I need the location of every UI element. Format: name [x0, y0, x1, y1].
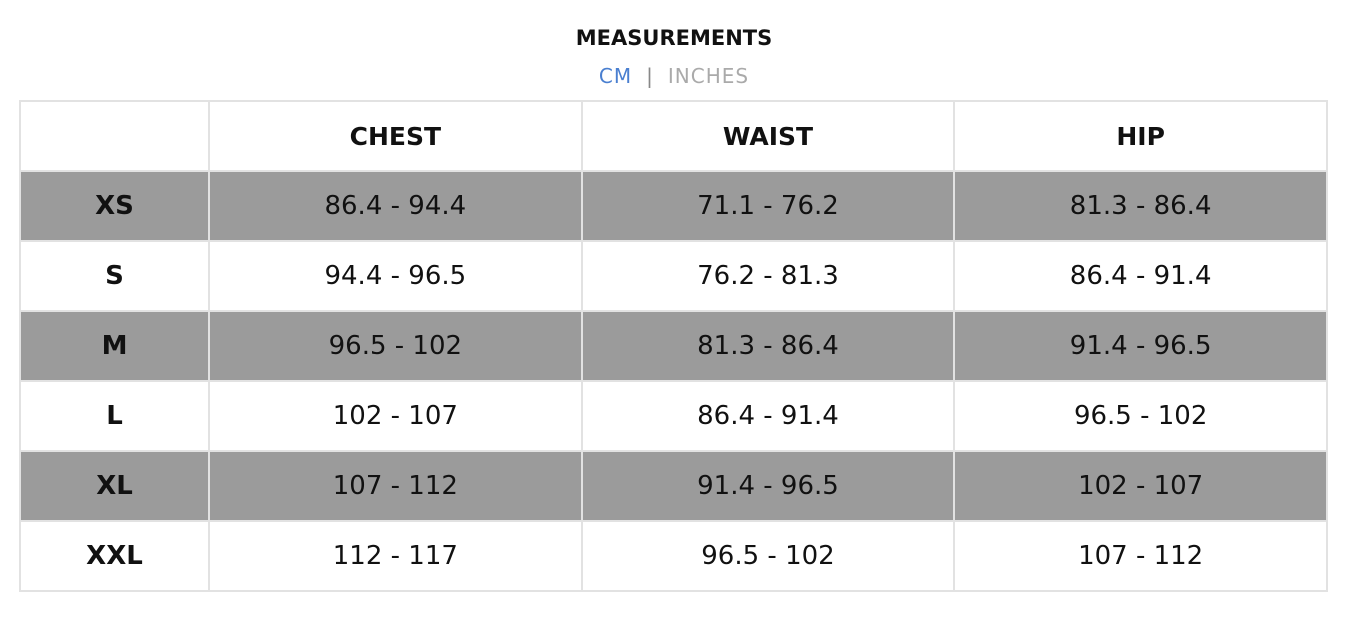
measurement-cell: 102 - 107: [208, 380, 583, 452]
measurement-cell: 81.3 - 86.4: [580, 310, 956, 382]
column-header: WAIST: [580, 100, 956, 172]
unit-switch: CM | INCHES: [0, 64, 1348, 88]
table-row: XXL 112 - 117 96.5 - 102 107 - 112: [19, 520, 1328, 592]
measurement-cell: 107 - 112: [953, 520, 1328, 592]
size-label: S: [19, 240, 210, 312]
measurement-cell: 81.3 - 86.4: [953, 170, 1328, 242]
table-row: S 94.4 - 96.5 76.2 - 81.3 86.4 - 91.4: [19, 240, 1328, 312]
measurement-cell: 71.1 - 76.2: [580, 170, 956, 242]
measurement-cell: 86.4 - 91.4: [580, 380, 956, 452]
column-header: [19, 100, 210, 172]
size-table: CHEST WAIST HIP XS 86.4 - 94.4 71.1 - 76.2 81…: [19, 100, 1328, 592]
size-label: XS: [19, 170, 210, 242]
measurement-cell: 96.5 - 102: [208, 310, 583, 382]
measurement-cell: 96.5 - 102: [580, 520, 956, 592]
separator: |: [646, 64, 654, 88]
table-row: L 102 - 107 86.4 - 91.4 96.5 - 102: [19, 380, 1328, 452]
measurement-cell: 94.4 - 96.5: [208, 240, 583, 312]
size-label: M: [19, 310, 210, 382]
measurement-cell: 76.2 - 81.3: [580, 240, 956, 312]
size-label: XL: [19, 450, 210, 522]
unit-inches[interactable]: INCHES: [667, 64, 750, 88]
measurement-cell: 91.4 - 96.5: [580, 450, 956, 522]
measurement-cell: 102 - 107: [953, 450, 1328, 522]
measurement-cell: 96.5 - 102: [953, 380, 1328, 452]
table-row: M 96.5 - 102 81.3 - 86.4 91.4 - 96.5: [19, 310, 1328, 382]
column-header: CHEST: [208, 100, 583, 172]
size-label: XXL: [19, 520, 210, 592]
table-row: XS 86.4 - 94.4 71.1 - 76.2 81.3 - 86.4: [19, 170, 1328, 242]
measurement-cell: 86.4 - 91.4: [953, 240, 1328, 312]
measurement-cell: 107 - 112: [208, 450, 583, 522]
measurement-cell: 91.4 - 96.5: [953, 310, 1328, 382]
measurement-cell: 112 - 117: [208, 520, 583, 592]
column-header: HIP: [953, 100, 1328, 172]
size-label: L: [19, 380, 210, 452]
table-row: XL 107 - 112 91.4 - 96.5 102 - 107: [19, 450, 1328, 522]
title: MEASUREMENTS: [575, 26, 773, 50]
measurement-cell: 86.4 - 94.4: [208, 170, 583, 242]
unit-cm[interactable]: CM: [598, 64, 633, 88]
